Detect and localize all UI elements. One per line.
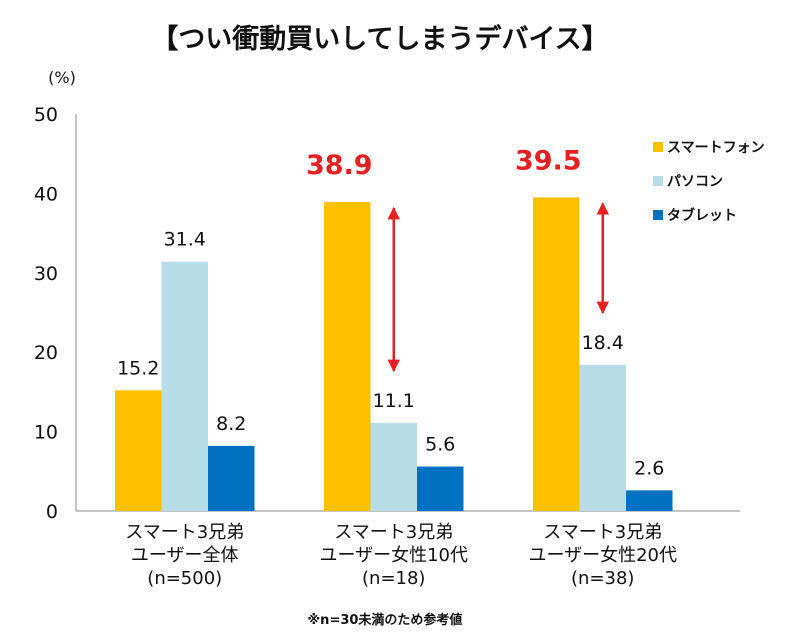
- data-label: 15.2: [117, 357, 159, 379]
- data-label: 5.6: [425, 434, 455, 456]
- x-tick-label: ユーザー全体: [131, 545, 239, 566]
- data-label: 38.9: [306, 150, 373, 181]
- data-label: 8.2: [216, 413, 246, 435]
- y-axis-label: (%): [48, 68, 76, 87]
- bar: [579, 364, 626, 511]
- x-tick-label: スマート3兄弟: [543, 522, 662, 543]
- bar: [533, 197, 580, 511]
- bar: [324, 202, 371, 511]
- x-tick-label: (n=38): [571, 568, 634, 589]
- bar: [626, 490, 673, 511]
- data-label: 18.4: [582, 332, 624, 354]
- legend-label: パソコン: [667, 174, 723, 190]
- bar: [208, 445, 255, 511]
- legend-swatch: [653, 142, 663, 152]
- y-tick-label: 20: [34, 342, 58, 364]
- x-tick-label: (n=18): [362, 568, 425, 589]
- x-tick-label: スマート3兄弟: [125, 522, 244, 543]
- x-tick-label: ユーザー女性10代: [319, 545, 468, 566]
- y-tick-label: 30: [34, 263, 58, 285]
- x-tick-label: スマート3兄弟: [334, 522, 453, 543]
- data-label: 31.4: [164, 229, 206, 251]
- bar: [161, 261, 208, 511]
- y-tick-label: 0: [46, 501, 58, 523]
- y-tick-label: 50: [34, 104, 58, 126]
- y-tick-label: 40: [34, 183, 58, 205]
- footnote: ※n=30未満のため参考値: [308, 612, 463, 628]
- legend-label: タブレット: [667, 207, 737, 224]
- bar: [115, 390, 162, 511]
- data-label: 11.1: [373, 390, 415, 412]
- data-label: 2.6: [634, 457, 664, 479]
- x-tick-label: ユーザー女性20代: [528, 545, 677, 566]
- data-label: 39.5: [515, 145, 582, 176]
- bar: [370, 422, 417, 511]
- legend-swatch: [653, 176, 663, 186]
- legend-label: スマートフォン: [667, 140, 765, 156]
- chart-title: 【つい衝動買いしてしまうデバイス】: [151, 23, 608, 55]
- legend-swatch: [653, 210, 663, 220]
- x-tick-label: (n=500): [147, 568, 222, 589]
- bar: [417, 466, 464, 511]
- y-tick-label: 10: [34, 422, 58, 444]
